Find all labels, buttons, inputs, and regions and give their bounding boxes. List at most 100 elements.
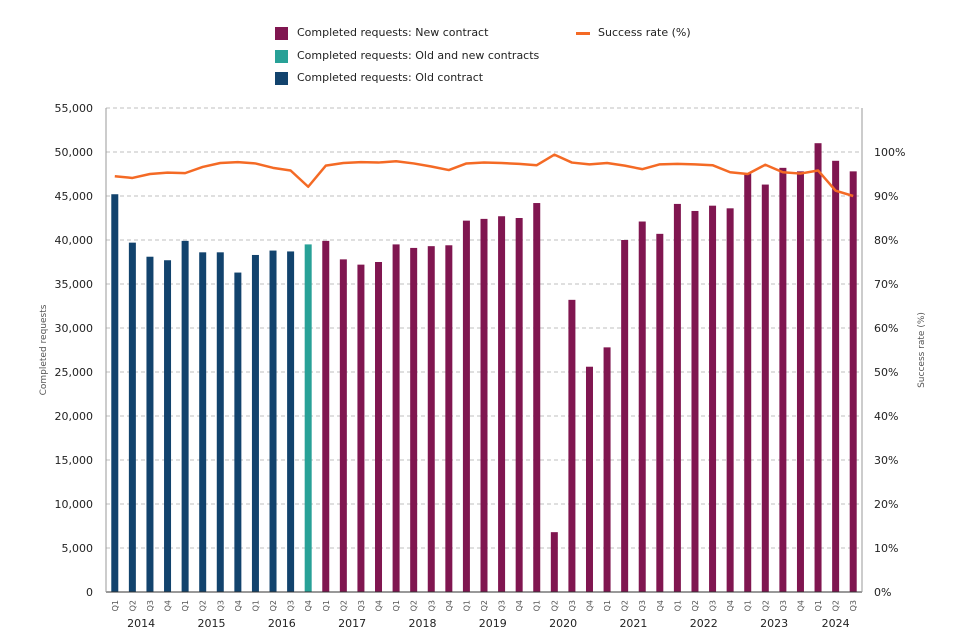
- x-tick-label-quarter: Q3: [357, 600, 366, 611]
- x-tick-label-quarter: Q4: [304, 600, 313, 611]
- bar: [550, 532, 558, 592]
- x-tick-label-quarter: Q2: [339, 600, 348, 611]
- x-tick-label-quarter: Q4: [164, 600, 173, 611]
- x-tick-label-quarter: Q4: [656, 600, 665, 611]
- bar: [796, 171, 804, 593]
- y2-tick-label: 90%: [874, 190, 898, 203]
- x-tick-label-quarter: Q4: [375, 600, 384, 611]
- x-tick-label-quarter: Q1: [111, 600, 120, 611]
- x-tick-label-quarter: Q2: [410, 600, 419, 611]
- bar: [146, 256, 154, 592]
- bars: [111, 143, 857, 593]
- bar: [375, 262, 383, 592]
- x-tick-label-quarter: Q2: [550, 600, 559, 611]
- y-axis-label: Completed requests: [39, 304, 49, 395]
- bar: [568, 299, 576, 592]
- x-tick-label-quarter: Q2: [832, 600, 841, 611]
- x-tick-label-quarter: Q1: [533, 600, 542, 611]
- legend-label-old-contract: Completed requests: Old contract: [297, 71, 484, 84]
- x-tick-label-quarter: Q2: [269, 600, 278, 611]
- x-tick-label-quarter: Q2: [199, 600, 208, 611]
- y2-tick-label: 0%: [874, 586, 891, 599]
- legend-label-success-rate: Success rate (%): [598, 26, 691, 39]
- x-tick-label-quarter: Q1: [462, 600, 471, 611]
- bar: [603, 347, 611, 592]
- x-tick-label-quarter: Q3: [146, 600, 155, 611]
- y2-tick-label: 70%: [874, 278, 898, 291]
- x-tick-label-quarter: Q4: [515, 600, 524, 611]
- y2-tick-label: 60%: [874, 322, 898, 335]
- bar: [164, 260, 172, 592]
- y2-tick-label: 50%: [874, 366, 898, 379]
- bar: [251, 254, 259, 592]
- bar: [656, 233, 664, 592]
- bar: [814, 143, 822, 592]
- axes: 0 5,000 10,000 15,000 20,000 25,000 30,000 35,0…: [55, 102, 906, 630]
- y2-tick-label: 100%: [874, 146, 905, 159]
- bar: [480, 218, 488, 592]
- x-tick-label-quarter: Q3: [498, 600, 507, 611]
- y-tick-label: 25,000: [55, 366, 94, 379]
- x-tick-label-quarter: Q1: [392, 600, 401, 611]
- success-rate-line-group: [114, 153, 854, 198]
- x-tick-label-year: 2019: [479, 617, 507, 630]
- bar: [216, 252, 224, 592]
- y2-tick-label: 30%: [874, 454, 898, 467]
- x-tick-label-quarter: Q3: [849, 600, 858, 611]
- x-tick-label-year: 2016: [268, 617, 296, 630]
- x-tick-label-quarter: Q2: [128, 600, 137, 611]
- x-tick-label-quarter: Q1: [181, 600, 190, 611]
- y-tick-label: 55,000: [55, 102, 94, 115]
- x-tick-label-quarter: Q4: [726, 600, 735, 611]
- x-tick-label-year: 2014: [127, 617, 155, 630]
- bar: [533, 203, 541, 593]
- x-tick-label-quarter: Q2: [691, 600, 700, 611]
- x-tick-label-year: 2021: [619, 617, 647, 630]
- x-tick-label-quarter: Q3: [779, 600, 788, 611]
- x-tick-label-quarter: Q3: [287, 600, 296, 611]
- bar: [111, 194, 119, 593]
- bar: [199, 252, 207, 592]
- bar: [181, 240, 189, 592]
- x-tick-label-quarter: Q4: [234, 600, 243, 611]
- bar: [832, 160, 840, 593]
- y-tick-label: 0: [86, 586, 93, 599]
- y2-tick-label: 20%: [874, 498, 898, 511]
- y2-tick-label: 10%: [874, 542, 898, 555]
- x-tick-label-quarter: Q1: [603, 600, 612, 611]
- bar: [427, 246, 435, 592]
- y2-tick-label: 80%: [874, 234, 898, 247]
- y-tick-label: 5,000: [62, 542, 94, 555]
- bar: [691, 210, 699, 592]
- y-tick-label: 10,000: [55, 498, 94, 511]
- x-tick-label-quarter: Q2: [621, 600, 630, 611]
- bar: [269, 250, 277, 592]
- x-tick-label-year: 2017: [338, 617, 366, 630]
- bar: [621, 240, 629, 592]
- x-tick-label-quarter: Q1: [322, 600, 331, 611]
- bar: [357, 264, 365, 592]
- x-tick-label-year: 2024: [822, 617, 850, 630]
- bar: [673, 203, 681, 593]
- y-tick-label: 50,000: [55, 146, 94, 159]
- bar: [339, 259, 347, 592]
- bar: [128, 242, 136, 592]
- bar: [392, 244, 400, 592]
- legend-swatch-old-and-new-contracts: [275, 50, 288, 63]
- legend-swatch-success-rate: [576, 32, 590, 35]
- x-tick-label-quarter: Q3: [638, 600, 647, 611]
- x-tick-label-quarter: Q1: [814, 600, 823, 611]
- y-tick-label: 45,000: [55, 190, 94, 203]
- x-tick-label-quarter: Q2: [480, 600, 489, 611]
- bar: [849, 171, 857, 593]
- bar: [287, 251, 295, 592]
- bar: [410, 247, 418, 593]
- bar: [744, 173, 752, 592]
- x-tick-label-quarter: Q4: [445, 600, 454, 611]
- x-tick-label-quarter: Q4: [796, 600, 805, 611]
- legend-label-old-and-new-contracts: Completed requests: Old and new contract…: [297, 49, 540, 62]
- x-tick-label-quarter: Q3: [568, 600, 577, 611]
- x-tick-label-quarter: Q1: [673, 600, 682, 611]
- bar: [462, 220, 470, 592]
